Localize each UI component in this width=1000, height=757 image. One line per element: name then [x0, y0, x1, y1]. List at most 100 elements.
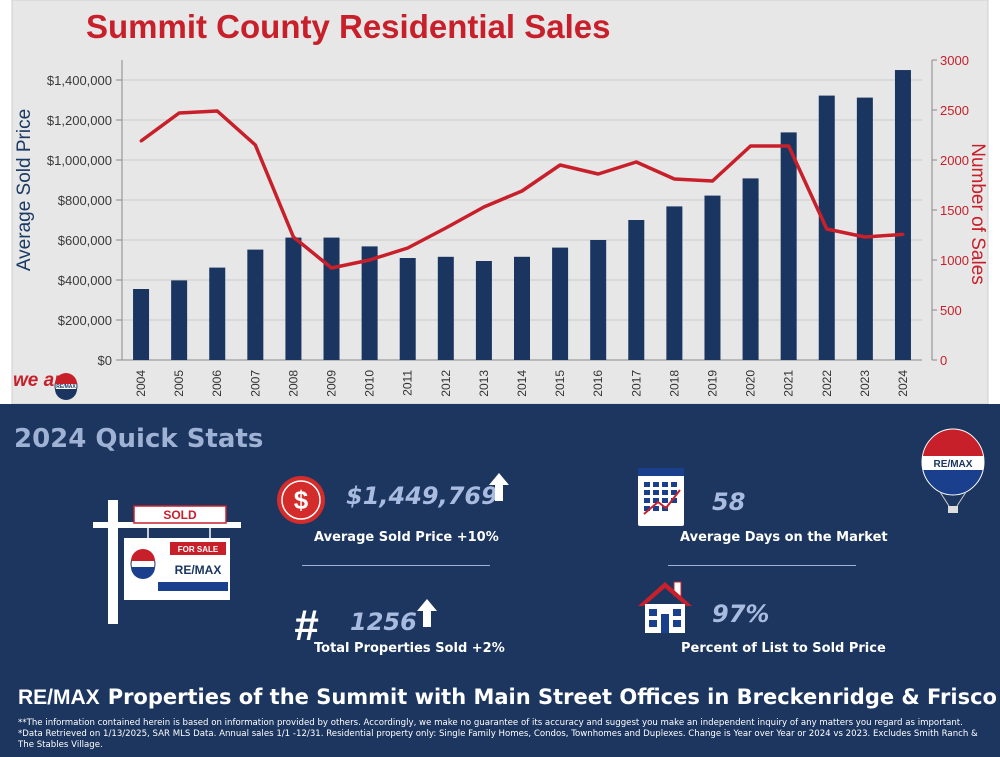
bar-series — [133, 70, 911, 360]
sign-remax-label: RE/MAX — [175, 563, 222, 577]
y-tick-label: $800,000 — [58, 193, 112, 208]
bar-2005 — [171, 280, 188, 360]
x-tick-label: 2022 — [820, 370, 834, 397]
hash-icon: # — [294, 602, 319, 646]
total-sold-label: Total Properties Sold +2% — [314, 641, 505, 656]
percent-label: Percent of List to Sold Price — [681, 641, 886, 656]
x-tick-label: 2005 — [172, 370, 186, 397]
x-tick-label: 2019 — [705, 370, 719, 397]
y2-tick-label: 2000 — [940, 153, 969, 168]
x-tick-label: 2014 — [515, 370, 529, 397]
avg-price-label: Average Sold Price +10% — [314, 530, 499, 545]
up-arrow-icon — [489, 473, 509, 501]
bar-2014 — [514, 256, 530, 360]
footer-remax-logo: RE/MAX — [18, 686, 100, 709]
bar-2004 — [133, 289, 150, 360]
x-tick-label: 2011 — [401, 370, 415, 396]
line-series — [139, 109, 905, 270]
y2-axis-label: Number of Sales — [967, 143, 988, 285]
chart-bottom-border — [0, 404, 1000, 410]
avg-price-value: $1,449,769 — [346, 482, 498, 510]
x-tick-label: 2008 — [286, 370, 300, 397]
y-tick-label: $400,000 — [58, 273, 112, 288]
footer-brand: RE/MAX Properties of the Summit with Main… — [18, 685, 997, 710]
sales-point-2017 — [634, 160, 638, 164]
chart-title: Summit County Residential Sales — [86, 8, 610, 45]
sales-point-2018 — [672, 177, 676, 181]
sales-point-2011 — [406, 246, 410, 250]
divider-right — [668, 565, 856, 566]
dollar-icon: $ — [277, 476, 325, 524]
sales-point-2010 — [368, 258, 372, 262]
bar-2006 — [209, 267, 226, 360]
x-tick-label: 2015 — [553, 370, 567, 397]
sold-label: SOLD — [163, 508, 197, 522]
sales-point-2015 — [558, 163, 562, 167]
svg-text:$: $ — [294, 485, 309, 515]
bar-2020 — [742, 178, 759, 360]
x-axis-ticks: 2004 2005 2006 2007 2008 2009 2010 2011 2012 2013… — [134, 370, 910, 397]
bar-2013 — [475, 261, 492, 360]
small-balloon-icon: RE/MAX — [54, 373, 78, 400]
y2-tick-label: 3000 — [940, 53, 969, 68]
y2-tick-label: 500 — [940, 303, 962, 318]
sales-point-2012 — [444, 226, 448, 230]
sales-point-2009 — [330, 266, 334, 270]
y-tick-label: $1,400,000 — [47, 73, 112, 88]
bar-2015 — [552, 247, 569, 360]
bar-2021 — [780, 132, 797, 360]
y2-tick-label: 1000 — [940, 253, 969, 268]
days-label: Average Days on the Market — [680, 530, 888, 545]
x-tick-label: 2009 — [325, 370, 339, 397]
bar-2018 — [666, 206, 683, 360]
x-tick-label: 2017 — [629, 370, 643, 397]
sales-point-2008 — [291, 235, 295, 239]
divider-left — [302, 565, 490, 566]
calendar-chart-icon — [638, 468, 684, 526]
combo-chart: Summit County Residential Sales $0 $200,0… — [0, 0, 1000, 410]
bar-2011 — [399, 258, 416, 360]
sales-point-2022 — [825, 227, 829, 231]
x-tick-label: 2024 — [896, 370, 910, 397]
y2-tick-label: 1500 — [940, 203, 969, 218]
sales-point-2004 — [139, 139, 143, 143]
bar-2019 — [704, 195, 721, 360]
x-tick-label: 2012 — [439, 370, 453, 397]
balloon-label: RE/MAX — [934, 459, 973, 470]
y2-tick-label: 2500 — [940, 103, 969, 118]
sales-point-2019 — [710, 179, 714, 183]
y-tick-label: $1,200,000 — [47, 113, 112, 128]
bar-2009 — [323, 237, 340, 360]
sales-point-2013 — [482, 205, 486, 209]
x-tick-label: 2016 — [591, 370, 605, 397]
footer-disclaimer: **The information contained herein is ba… — [18, 718, 978, 750]
x-tick-label: 2006 — [210, 370, 224, 397]
y-tick-label: $0 — [98, 353, 112, 368]
x-tick-label: 2010 — [363, 370, 377, 397]
footer-brand-text: Properties of the Summit with Main Stree… — [107, 685, 997, 709]
for-sale-label: FOR SALE — [178, 545, 219, 554]
bar-2023 — [856, 97, 873, 360]
bar-2010 — [361, 246, 378, 360]
bar-2012 — [437, 256, 454, 360]
bar-2024 — [894, 70, 911, 360]
sales-point-2006 — [215, 109, 219, 113]
y-tick-label: $600,000 — [58, 233, 112, 248]
sales-point-2024 — [901, 232, 905, 236]
house-icon — [638, 581, 692, 633]
sales-point-2005 — [177, 111, 181, 115]
bar-2017 — [628, 220, 645, 360]
y2-tick-label: 0 — [940, 353, 947, 368]
x-tick-label: 2004 — [134, 370, 148, 397]
sales-point-2007 — [253, 143, 257, 147]
y-axis-label: Average Sold Price — [14, 109, 35, 271]
x-tick-label: 2018 — [667, 370, 681, 397]
x-tick-label: 2020 — [744, 370, 758, 397]
chart-panel: Summit County Residential Sales $0 $200,0… — [0, 0, 1000, 410]
days-value: 58 — [712, 488, 746, 516]
y-tick-label: $1,000,000 — [47, 153, 112, 168]
x-tick-label: 2021 — [782, 370, 796, 397]
right-axis-ticks: 0 500 1000 1500 2000 2500 3000 — [932, 53, 969, 368]
bar-2008 — [285, 237, 302, 360]
y-tick-label: $200,000 — [58, 313, 112, 328]
